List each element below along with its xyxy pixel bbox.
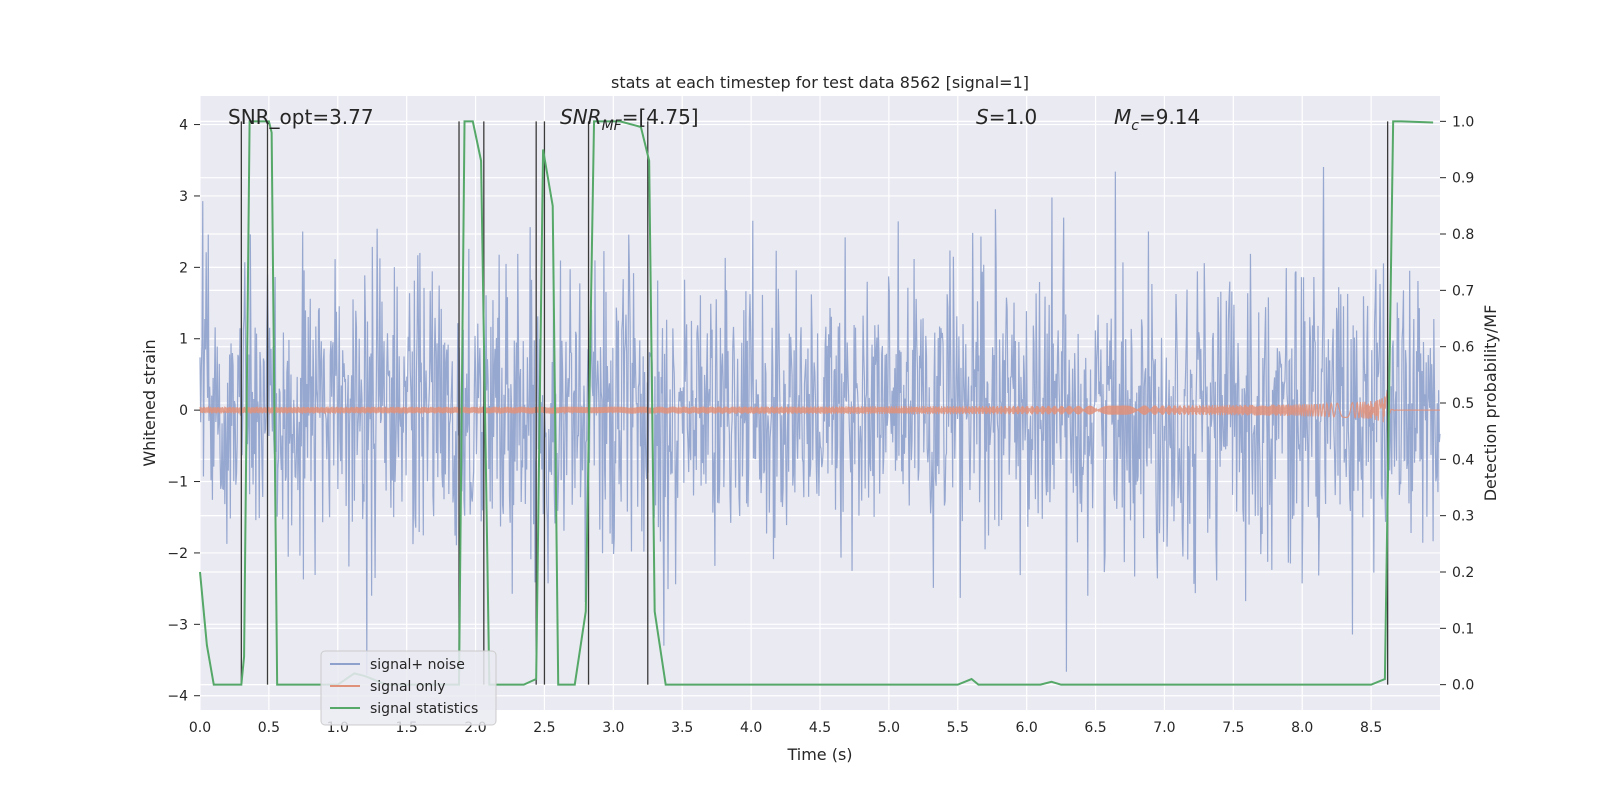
y-axis-ticks: 4 3 2 1 0 −1 −2 −3 −4 [167,118,200,705]
s-value: =1.0 [989,105,1038,129]
y-tick-label: −3 [167,617,188,633]
signal-only-series [199,391,1440,423]
snr-opt-annotation: SNR_opt=3.77 [228,105,374,129]
y2-tick-label: 0.5 [1452,396,1474,412]
x-tick-label: 5.5 [947,720,969,736]
signal-noise-line [199,167,1441,675]
y2-axis-ticks: 1.0 0.9 0.8 0.7 0.6 0.5 0.4 0.3 0.2 0.1 0.0 [1440,114,1474,694]
x-tick-label: 5.0 [878,720,900,736]
mc-annotation: Mc=9.14 [1114,105,1200,134]
legend-label-signal-noise: signal+ noise [370,657,465,673]
x-tick-label: 6.0 [1016,720,1038,736]
x-tick-label: 0.0 [189,720,211,736]
signal-statistics-line [199,120,1434,686]
y-tick-label: 3 [179,189,188,205]
y-tick-label: 1 [179,332,188,348]
mc-base: M [1114,105,1131,129]
y2-axis-label: Detection probability/MF [1481,305,1500,502]
y-tick-label: 2 [179,260,188,276]
x-tick-label: 4.5 [809,720,831,736]
signal-only-line [199,391,1440,423]
y2-tick-label: 0.1 [1452,621,1474,637]
x-tick-label: 8.5 [1360,720,1382,736]
y-tick-label: −2 [167,546,188,562]
s-base: S [976,105,989,129]
mc-sub: c [1131,118,1139,134]
y-tick-label: 0 [179,403,188,419]
x-tick-label: 8.0 [1291,720,1313,736]
y-tick-label: −4 [167,689,188,705]
signal-statistics-series [199,120,1434,686]
snr-mf-base: SNR [560,105,602,129]
y-tick-label: 4 [179,118,188,134]
snr-mf-value: =[4.75] [622,105,699,129]
y2-tick-label: 0.0 [1452,678,1474,694]
x-tick-label: 6.5 [1084,720,1106,736]
y2-tick-label: 0.9 [1452,171,1474,187]
snr-mf-annotation: SNRMF=[4.75] [560,105,699,134]
x-tick-label: 3.5 [671,720,693,736]
y2-tick-label: 0.6 [1452,340,1474,356]
y-tick-label: −1 [167,475,188,491]
x-tick-label: 4.0 [740,720,762,736]
chart-title: stats at each timestep for test data 856… [611,73,1029,92]
legend: signal+ noise signal only signal statist… [320,650,497,726]
s-annotation: S=1.0 [976,105,1037,129]
y2-tick-label: 1.0 [1452,114,1474,130]
x-tick-label: 7.5 [1222,720,1244,736]
mc-value: =9.14 [1139,105,1200,129]
legend-label-signal-only: signal only [370,679,445,695]
x-tick-label: 0.5 [258,720,280,736]
x-tick-label: 3.0 [602,720,624,736]
x-tick-label: 7.0 [1153,720,1175,736]
legend-label-signal-statistics: signal statistics [370,701,478,717]
y-axis-label: Whitened strain [140,339,159,466]
y2-tick-label: 0.7 [1452,283,1474,299]
signal-noise-series [199,167,1441,675]
snr-mf-sub: MF [602,118,623,134]
y2-tick-label: 0.4 [1452,452,1474,468]
legend-box [320,650,497,726]
y2-tick-label: 0.2 [1452,565,1474,581]
grid [199,96,1440,710]
x-axis-label: Time (s) [786,745,852,764]
y2-tick-label: 0.3 [1452,509,1474,525]
y2-tick-label: 0.8 [1452,227,1474,243]
x-tick-label: 2.5 [533,720,555,736]
